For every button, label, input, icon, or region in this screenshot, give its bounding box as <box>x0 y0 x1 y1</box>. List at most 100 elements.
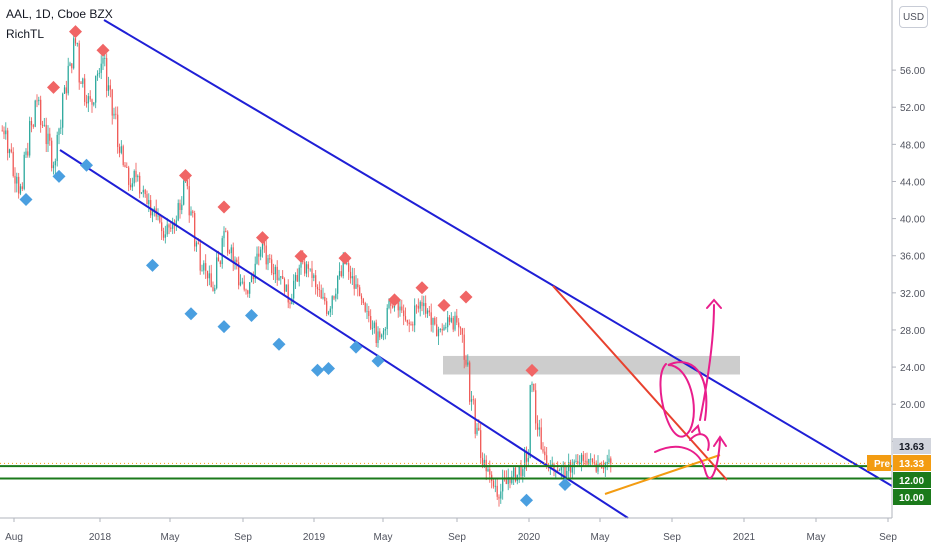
candle-down <box>283 279 286 292</box>
candle-up <box>373 322 375 328</box>
candle-down <box>525 451 528 462</box>
time-axis[interactable]: Aug 2018 May Sep 2019 May Sep 2020 May Sep 2021 May… <box>0 517 897 543</box>
time-tick-label: Aug <box>5 532 23 543</box>
candle-up <box>216 257 218 289</box>
candle-up <box>19 186 22 194</box>
candle-down <box>362 298 364 304</box>
price-label-pre: 13.33 <box>899 459 924 470</box>
candle-down <box>84 78 86 102</box>
candle-up <box>241 281 243 283</box>
ascending-trend-line <box>604 454 721 495</box>
candle-down <box>194 213 196 247</box>
candle-down <box>425 303 427 314</box>
candle-down <box>3 130 5 135</box>
candle-up <box>371 327 374 329</box>
candle-up <box>230 247 232 254</box>
candle-down <box>170 227 172 229</box>
candle-up <box>381 334 383 338</box>
candle-up <box>214 288 216 292</box>
candle-up <box>388 300 390 308</box>
candle-down <box>564 466 566 477</box>
candle-up <box>98 72 100 74</box>
candle-up <box>58 128 60 135</box>
candle-down <box>492 481 495 487</box>
candle-down <box>434 317 436 325</box>
candle-up <box>439 329 441 330</box>
candle-up <box>300 258 302 268</box>
candle-up <box>384 329 386 331</box>
candle-up <box>221 238 223 265</box>
candle-down <box>448 317 451 322</box>
candle-down <box>30 121 33 126</box>
time-tick-label: Sep <box>663 532 681 543</box>
candle-down <box>591 458 594 463</box>
candle-up <box>338 271 341 276</box>
candle-up <box>590 458 592 460</box>
pivot-low-marker <box>558 477 572 491</box>
candle-down <box>586 460 588 465</box>
candle-up <box>102 58 104 64</box>
candle-up <box>538 427 540 430</box>
candle-down <box>348 263 350 272</box>
candle-up <box>87 96 89 104</box>
candle-down <box>89 96 91 100</box>
candle-up <box>201 270 203 272</box>
pivot-low-marker <box>245 309 258 323</box>
pivot-low-marker <box>272 337 286 351</box>
currency-button[interactable]: USD <box>899 6 928 28</box>
candle-down <box>357 284 359 288</box>
candle-down <box>289 302 291 305</box>
candle-up <box>423 303 425 307</box>
candle-down <box>139 175 141 194</box>
support-lines <box>0 285 892 495</box>
candle-up <box>56 134 58 162</box>
candle-up <box>571 467 573 473</box>
candle-down <box>282 276 284 280</box>
candle-down <box>403 310 405 317</box>
candle-down <box>514 467 517 482</box>
candle-down <box>199 243 201 271</box>
candle-down <box>404 316 407 320</box>
candle-up <box>507 477 509 485</box>
candle-down <box>118 147 121 153</box>
candle-up <box>157 215 159 217</box>
candle-up <box>309 268 311 270</box>
candle-up <box>120 146 122 153</box>
candle-up <box>82 78 84 84</box>
candle-down <box>128 167 130 185</box>
candle-up <box>239 282 242 286</box>
pre-badge-label: Pre <box>874 459 891 470</box>
candle-down <box>162 231 165 238</box>
pivot-markers <box>19 25 572 507</box>
candle-up <box>511 476 513 483</box>
candle-down <box>436 324 438 337</box>
time-tick-label: May <box>807 532 826 543</box>
candle-down <box>498 496 500 499</box>
projection-arrows <box>654 298 727 479</box>
candle-down <box>18 176 20 194</box>
candle-up <box>76 43 78 45</box>
candle-up <box>597 464 599 472</box>
arrow-head-right <box>691 424 701 435</box>
candle-up <box>250 275 253 283</box>
time-tick-label: Sep <box>234 532 252 543</box>
symbol-title[interactable]: AAL, 1D, Cboe BZX <box>6 7 113 21</box>
candle-up <box>43 124 45 126</box>
price-tick-label: 40.00 <box>900 215 925 226</box>
candle-down <box>452 317 454 330</box>
candle-up <box>25 151 27 155</box>
candle-down <box>458 322 460 328</box>
candle-up <box>69 63 71 66</box>
candle-down <box>577 461 579 464</box>
indicator-name[interactable]: RichTL <box>6 27 45 41</box>
candle-up <box>445 327 447 328</box>
candle-down <box>474 399 476 434</box>
candle-up <box>107 85 110 91</box>
candle-down <box>179 203 181 211</box>
candle-down <box>569 462 572 473</box>
pivot-low-marker <box>19 193 33 207</box>
candle-up <box>151 210 154 216</box>
candle-down <box>238 262 240 286</box>
candle-down <box>318 289 320 291</box>
